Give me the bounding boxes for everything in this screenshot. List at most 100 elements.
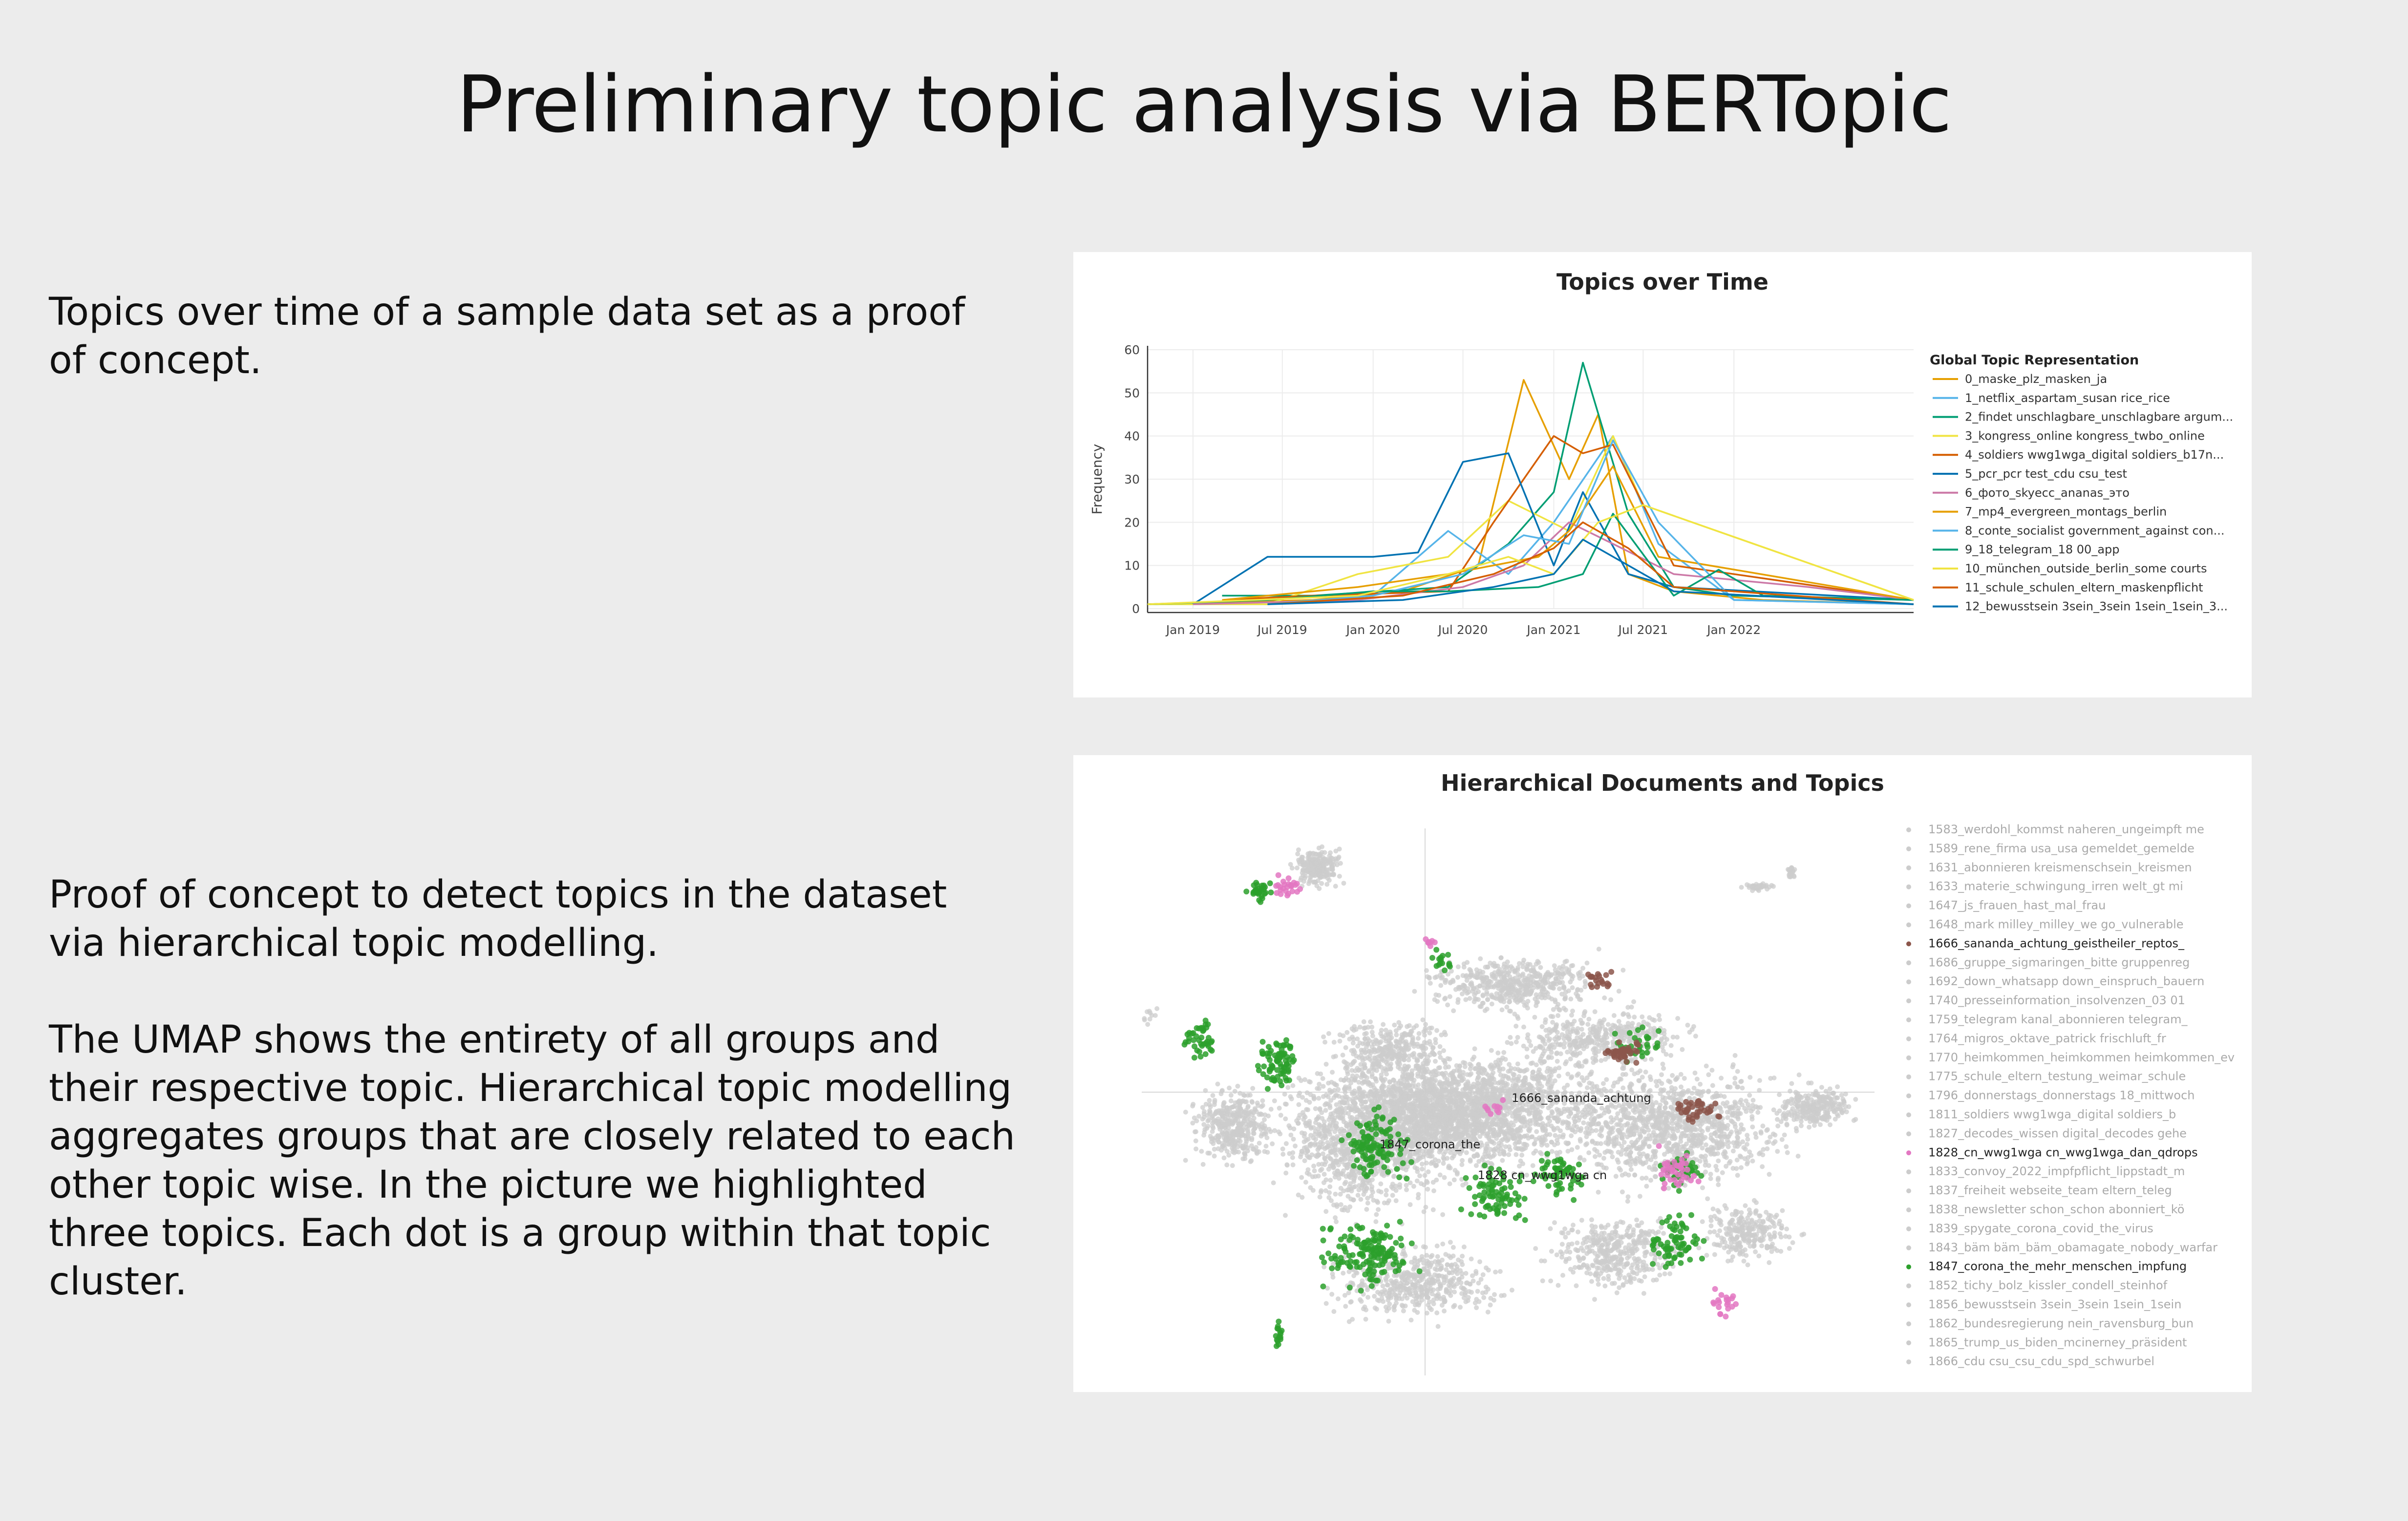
scatter-point (1739, 1165, 1744, 1170)
scatter-point (1318, 1123, 1323, 1128)
scatter-point (1472, 1066, 1478, 1072)
scatter-point (1750, 1124, 1755, 1130)
scatter-point (1442, 1175, 1447, 1180)
scatter-point (1667, 1133, 1673, 1139)
y-axis-label: Frequency (1089, 444, 1105, 515)
scatter-point (1203, 1088, 1208, 1093)
scatter-point (1442, 1058, 1448, 1064)
scatter-point (1394, 1097, 1400, 1102)
x-tick-label: Jan 2020 (1345, 623, 1400, 637)
scatter-point (1414, 1178, 1420, 1183)
scatter-point (1665, 1090, 1671, 1096)
scatter-point (1633, 1122, 1639, 1127)
scatter-point (1521, 1078, 1527, 1083)
scatter-point (1730, 1062, 1736, 1067)
scatter-point (1328, 1090, 1333, 1095)
scatter-point (1452, 1168, 1458, 1173)
scatter-point (1633, 1118, 1638, 1123)
scatter-point (1735, 1134, 1740, 1140)
scatter-point (1705, 1127, 1710, 1133)
scatter-point (1449, 1071, 1454, 1076)
scatter-point (1469, 1101, 1474, 1107)
scatter-point (1621, 1113, 1627, 1118)
scatter-point (1527, 1126, 1533, 1131)
scatter-point (1565, 1071, 1571, 1077)
scatter-point (1430, 1207, 1436, 1212)
scatter-point (1709, 1068, 1715, 1073)
series-line-4 (1222, 435, 1914, 601)
scatter-point (1492, 1147, 1497, 1152)
scatter-point (1507, 1062, 1512, 1067)
scatter-point (1674, 1092, 1679, 1097)
scatter-point (1568, 1111, 1573, 1116)
scatter-point (1448, 1165, 1453, 1171)
scatter-point (1580, 1113, 1585, 1118)
scatter-point (1459, 1092, 1464, 1098)
scatter-point (1215, 1081, 1220, 1087)
scatter-point (1379, 1072, 1384, 1077)
scatter-point (1591, 1109, 1597, 1114)
scatter-point (1440, 1212, 1446, 1217)
scatter-point (1416, 1082, 1421, 1088)
scatter-point (1727, 1084, 1733, 1090)
scatter-point (1610, 1125, 1616, 1131)
scatter-point (1471, 1055, 1477, 1060)
scatter-point (1300, 1110, 1305, 1115)
scatter-point (1703, 1162, 1708, 1168)
scatter-point (1397, 1116, 1403, 1121)
scatter-point (1532, 1114, 1537, 1119)
scatter-point (1501, 1123, 1506, 1128)
scatter-point (1460, 1158, 1465, 1163)
scatter-point (1370, 1177, 1375, 1183)
scatter-point (1625, 1194, 1631, 1200)
scatter-point (1735, 1116, 1741, 1121)
scatter-point (1272, 1098, 1277, 1103)
scatter-point (1681, 1089, 1686, 1094)
scatter-point (1708, 1176, 1713, 1181)
series-line-8 (1267, 439, 1914, 605)
scatter-point (1447, 1098, 1452, 1103)
scatter-point (1654, 1125, 1659, 1131)
scatter-point (1689, 1143, 1694, 1148)
scatter-point (1438, 1107, 1443, 1112)
scatter-point (1441, 1155, 1446, 1161)
scatter-point (1476, 1159, 1482, 1164)
scatter-point (1716, 1176, 1721, 1181)
scatter-point (1556, 1065, 1562, 1071)
scatter-point (1552, 1078, 1557, 1083)
scatter-point (1410, 1113, 1416, 1119)
scatter-point (1326, 1117, 1332, 1122)
topics-over-time-panel: Topics over Time 0 10 20 30 40 50 60 Jan 2019 Ju… (1073, 252, 2252, 697)
scatter-point (1402, 1098, 1407, 1104)
scatter-point (1682, 1133, 1687, 1139)
x-tick-label: Jul 2020 (1437, 623, 1488, 637)
scatter-point (1656, 1110, 1662, 1115)
scatter-point (1535, 1086, 1540, 1091)
scatter-point (1441, 1125, 1446, 1131)
scatter-point (1464, 1144, 1469, 1149)
scatter-point (1657, 1078, 1662, 1084)
scatter-point (1381, 1079, 1386, 1084)
scatter-point (1359, 1075, 1364, 1080)
scatter-point (1470, 1109, 1475, 1114)
scatter-point (1326, 1166, 1331, 1172)
scatter-point (1628, 1150, 1633, 1155)
scatter-point (1539, 1084, 1544, 1089)
scatter-point (1708, 1171, 1713, 1177)
scatter-point (1210, 1093, 1215, 1098)
scatter-point (1403, 1085, 1407, 1090)
scatter-point (1407, 1096, 1412, 1101)
scatter-point (1569, 1074, 1575, 1079)
scatter-point (1340, 1159, 1344, 1164)
scatter-point (1415, 1195, 1421, 1201)
scatter-point (1430, 1180, 1436, 1185)
scatter-point (1753, 1135, 1759, 1140)
scatter-point (1424, 1066, 1429, 1072)
scatter-point (1459, 1162, 1465, 1167)
scatter-point (1476, 1090, 1482, 1095)
scatter-point (1459, 1149, 1464, 1154)
x-tick-label: Jan 2019 (1165, 623, 1220, 637)
scatter-point (1438, 1055, 1443, 1060)
scatter-point (1724, 1155, 1729, 1160)
scatter-point (1533, 1148, 1538, 1154)
